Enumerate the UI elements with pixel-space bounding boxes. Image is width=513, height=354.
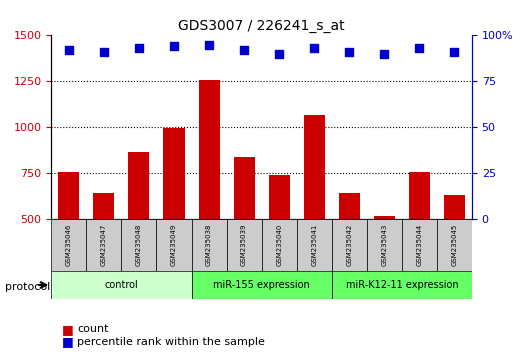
- Point: [450, 49, 459, 55]
- Point: [275, 51, 283, 57]
- Text: GSM235049: GSM235049: [171, 224, 177, 266]
- Bar: [199, 80, 220, 312]
- FancyBboxPatch shape: [51, 219, 86, 271]
- Text: GSM235043: GSM235043: [381, 224, 387, 266]
- Bar: [409, 172, 430, 312]
- Point: [170, 44, 178, 49]
- FancyBboxPatch shape: [227, 219, 262, 271]
- Bar: [233, 157, 254, 312]
- Bar: [339, 193, 360, 312]
- Bar: [164, 129, 185, 312]
- Text: GSM235048: GSM235048: [136, 224, 142, 266]
- Text: protocol: protocol: [5, 282, 50, 292]
- Text: GSM235046: GSM235046: [66, 224, 72, 266]
- Text: GSM235047: GSM235047: [101, 224, 107, 266]
- Text: GSM235040: GSM235040: [276, 224, 282, 266]
- Text: GSM235038: GSM235038: [206, 224, 212, 267]
- FancyBboxPatch shape: [51, 271, 191, 299]
- FancyBboxPatch shape: [297, 219, 332, 271]
- FancyBboxPatch shape: [402, 219, 437, 271]
- FancyBboxPatch shape: [86, 219, 122, 271]
- Point: [135, 45, 143, 51]
- Text: control: control: [105, 280, 139, 290]
- Point: [310, 45, 318, 51]
- FancyBboxPatch shape: [437, 219, 472, 271]
- Text: ■: ■: [62, 335, 73, 348]
- Title: GDS3007 / 226241_s_at: GDS3007 / 226241_s_at: [179, 19, 345, 33]
- Text: count: count: [77, 324, 108, 334]
- FancyBboxPatch shape: [332, 219, 367, 271]
- Point: [100, 49, 108, 55]
- Point: [65, 47, 73, 53]
- Text: GSM235042: GSM235042: [346, 224, 352, 266]
- Point: [240, 47, 248, 53]
- Text: GSM235044: GSM235044: [417, 224, 422, 266]
- Point: [205, 42, 213, 47]
- Text: GSM235041: GSM235041: [311, 224, 317, 266]
- Text: miR-155 expression: miR-155 expression: [213, 280, 310, 290]
- Point: [380, 51, 388, 57]
- FancyBboxPatch shape: [122, 219, 156, 271]
- Bar: [304, 115, 325, 312]
- Bar: [374, 216, 395, 312]
- Text: GSM235045: GSM235045: [451, 224, 458, 266]
- Bar: [58, 172, 80, 312]
- FancyBboxPatch shape: [191, 219, 227, 271]
- Point: [415, 45, 423, 51]
- FancyBboxPatch shape: [367, 219, 402, 271]
- Text: miR-K12-11 expression: miR-K12-11 expression: [346, 280, 458, 290]
- Bar: [128, 152, 149, 312]
- FancyBboxPatch shape: [262, 219, 297, 271]
- FancyBboxPatch shape: [191, 271, 332, 299]
- FancyBboxPatch shape: [332, 271, 472, 299]
- Text: GSM235039: GSM235039: [241, 224, 247, 267]
- FancyBboxPatch shape: [156, 219, 191, 271]
- Bar: [444, 195, 465, 312]
- Bar: [269, 175, 290, 312]
- Text: ■: ■: [62, 323, 73, 336]
- Text: percentile rank within the sample: percentile rank within the sample: [77, 337, 265, 347]
- Bar: [93, 193, 114, 312]
- Point: [345, 49, 353, 55]
